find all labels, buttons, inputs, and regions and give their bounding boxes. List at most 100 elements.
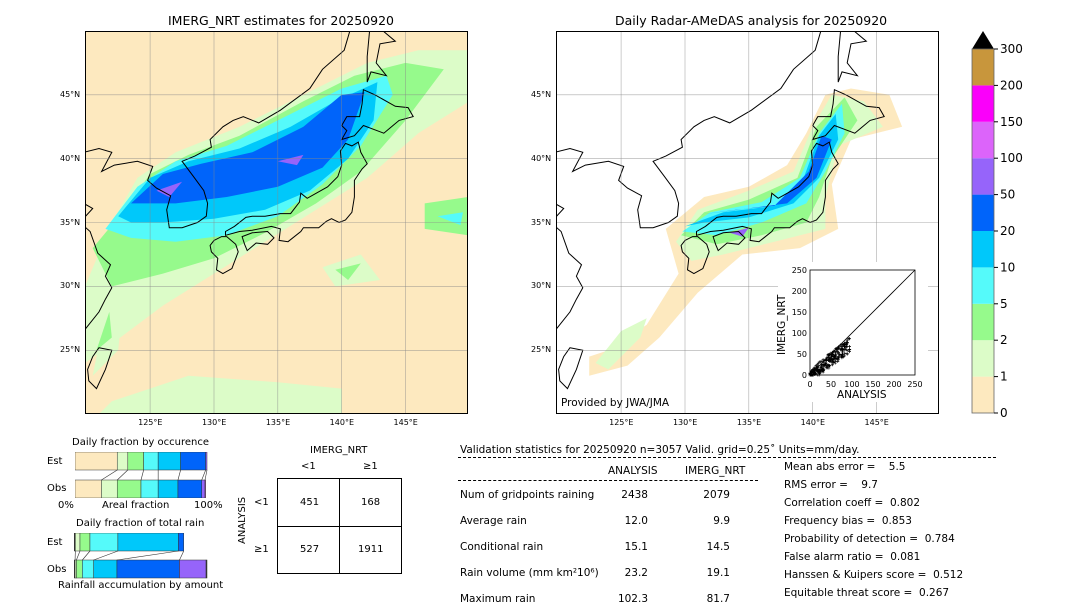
coastline-taiwan (558, 347, 584, 390)
table-row-ge1: ≥1 (254, 544, 269, 555)
table-row-title: ANALYSIS (237, 496, 248, 544)
fraction-segment (201, 479, 206, 498)
lon-tick-label: 135°E (736, 418, 762, 427)
cell-ge-ge: 1911 (358, 544, 384, 555)
score-line: Equitable threat score = 0.267 (784, 587, 950, 599)
fraction-segment (82, 559, 94, 579)
lat-tick-label: 45°N (60, 89, 81, 99)
cell-ge-lt: 527 (300, 544, 320, 555)
lat-tick-label: 35°N (531, 217, 552, 227)
rain-contour (277, 154, 304, 166)
credit-label: Provided by JWA/JMA (561, 397, 670, 409)
left-map-title: IMERG_NRT estimates for 20250920 (168, 13, 395, 28)
scatter-points (808, 337, 852, 377)
fraction-connector (179, 550, 184, 561)
imerg-map (85, 31, 468, 414)
colorbar-label: 0 (1000, 406, 1008, 420)
fraction-connector (140, 469, 144, 481)
rain-contour (131, 92, 365, 204)
fraction-segment (140, 479, 159, 498)
score-line: Hanssen & Kuipers score = 0.512 (784, 569, 964, 581)
colorbar-segment (972, 194, 994, 231)
occ-xlabel: Areal fraction (102, 500, 170, 511)
occ-right-tick: 100% (194, 500, 223, 511)
stats-header: Validation statistics for 20250920 n=305… (460, 444, 860, 456)
fraction-segment (75, 452, 118, 471)
fraction-segment (205, 559, 208, 579)
scatter-xtick: 200 (886, 380, 901, 389)
coastline-sakhalin (366, 31, 397, 83)
fraction-segment (75, 533, 81, 552)
map-frame (556, 31, 939, 414)
fraction-segment (116, 559, 180, 579)
stat-label: Average rain (460, 515, 527, 527)
stat-label: Conditional rain (460, 541, 544, 553)
fraction-segment (117, 533, 179, 552)
lon-tick-label: 130°E (201, 418, 227, 427)
lat-tick-label: 40°N (531, 153, 552, 163)
scatter-xtick: 250 (907, 380, 922, 389)
stat-label: Num of gridpoints raining (460, 489, 595, 501)
score-line: Correlation coeff = 0.802 (784, 497, 920, 509)
coastline-taiwan (87, 347, 113, 390)
coastline-kyushu (209, 236, 239, 275)
coastline-honshu (696, 141, 839, 243)
scatter-xtick: 150 (865, 380, 880, 389)
colorbar-label: 5 (1000, 297, 1008, 311)
coastline-sakhalin (837, 31, 868, 83)
coastline-hokkaido (340, 88, 414, 141)
coastline-shikoku (712, 230, 746, 252)
stat-imerg-value: 81.7 (706, 593, 730, 605)
cell-hit-lt-lt: 451 (300, 497, 320, 508)
table-col-ge1: ≥1 (363, 461, 378, 472)
rain-fraction-bars (74, 533, 208, 579)
stat-label: Maximum rain (460, 593, 536, 605)
coastline-kyushu (680, 236, 710, 275)
fraction-segment (177, 479, 202, 498)
score-line: Probability of detection = 0.784 (784, 533, 955, 545)
scatter-ytick: 250 (792, 266, 807, 275)
stat-analysis-value: 102.3 (617, 593, 648, 605)
fraction-segment (178, 533, 184, 552)
fraction-connector (116, 550, 179, 561)
fraction-segment (116, 452, 129, 471)
occ-left-tick: 0% (58, 500, 74, 511)
scatter-xtick: 0 (807, 380, 812, 389)
fraction-segment (205, 452, 208, 471)
score-line: False alarm ratio = 0.081 (784, 551, 921, 563)
rainfrac-title: Daily fraction of total rain (76, 518, 205, 529)
lat-tick-label: 25°N (60, 345, 81, 355)
stat-imerg-value: 9.9 (713, 515, 730, 527)
colorbar-segment (972, 340, 994, 377)
score-line: Frequency bias = 0.853 (784, 515, 912, 527)
rain-contour (681, 97, 858, 245)
fraction-segment (101, 479, 118, 498)
fraction-connector (76, 550, 81, 561)
colorbar-segment (972, 231, 994, 268)
lat-tick-label: 35°N (60, 217, 81, 227)
scatter-ytick: 0 (802, 371, 807, 380)
fraction-connector (201, 469, 206, 481)
stat-analysis-value: 12.0 (624, 515, 648, 527)
scatter-ytick: 100 (792, 329, 807, 338)
rain-contour (682, 103, 845, 236)
lat-tick-label: 30°N (531, 281, 552, 291)
cell-lt-ge: 168 (361, 497, 381, 508)
colorbar-label: 20 (1000, 224, 1015, 238)
colorbar-label: 1 (1000, 370, 1008, 384)
table-col-title: IMERG_NRT (310, 445, 368, 456)
colorbar-segment (972, 121, 994, 159)
scatter-ytick: 50 (797, 350, 807, 359)
occ-est-label: Est (47, 456, 63, 467)
colorbar-segment (972, 376, 994, 413)
right-map-title: Daily Radar-AMeDAS analysis for 20250920 (615, 13, 888, 28)
coastline-china (556, 203, 584, 331)
score-line: RMS error = 9.7 (784, 479, 878, 491)
lon-tick-label: 140°E (800, 418, 825, 427)
stat-analysis-value: 23.2 (624, 567, 648, 579)
scatter-ylabel: IMERG_NRT (776, 294, 788, 355)
colorbar-segment (972, 303, 994, 341)
stat-imerg-value: 19.1 (706, 567, 730, 579)
table-col-lt1: <1 (301, 461, 316, 472)
scatter-plot: 00 50 50 100 100 150 150 200 200 250 250 (792, 266, 923, 389)
